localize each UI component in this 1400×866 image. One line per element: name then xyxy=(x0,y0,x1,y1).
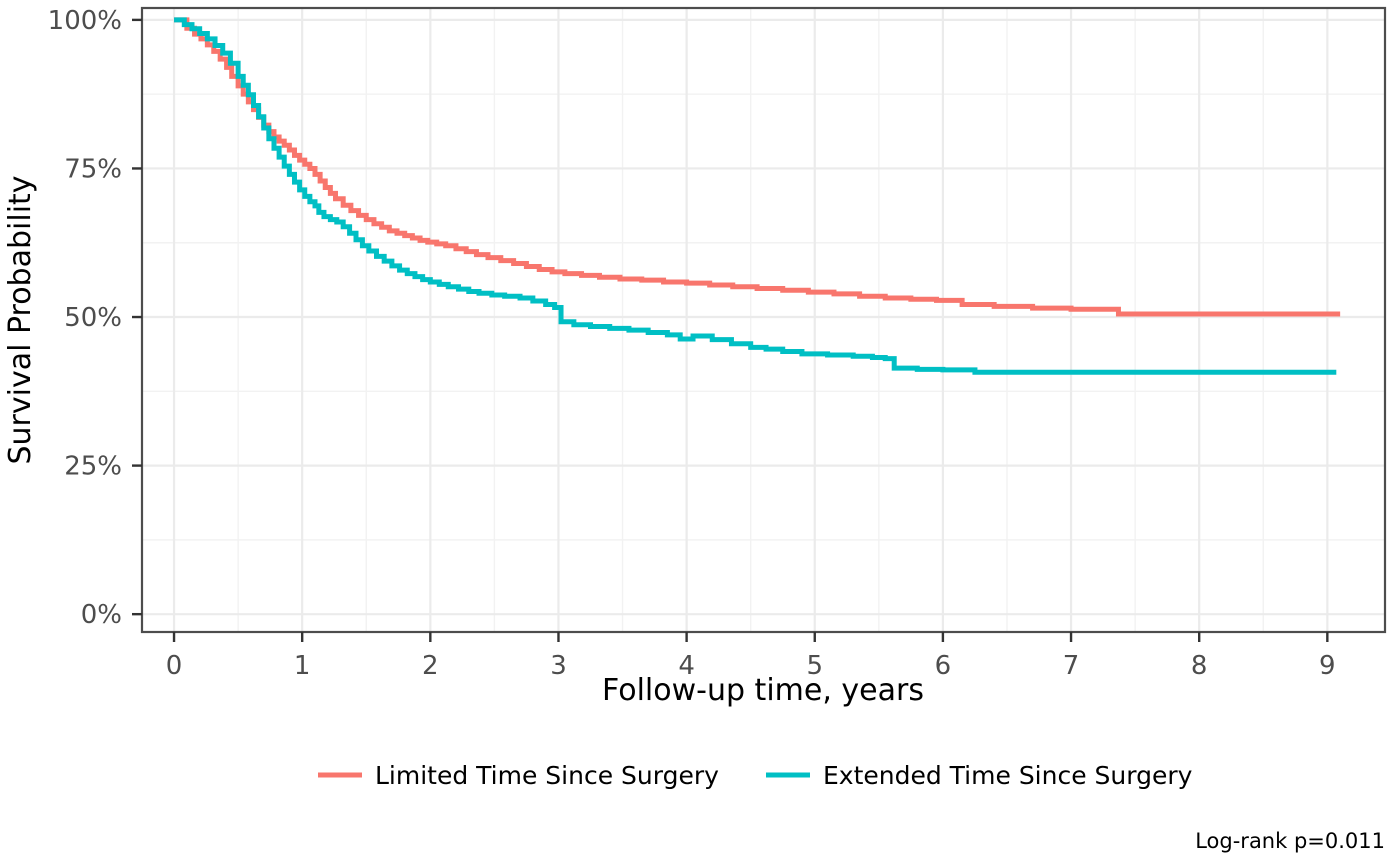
x-tick-label: 4 xyxy=(678,651,695,681)
x-tick-label: 8 xyxy=(1191,651,1208,681)
km-curve-limited xyxy=(174,17,1341,317)
x-tick-label: 6 xyxy=(935,651,952,681)
y-axis-title: Survival Probability xyxy=(3,175,38,464)
axis-tick-labels: 0 1 2 3 4 5 6 7 8 9 0% 25% 50% 75% 100% xyxy=(48,6,1336,681)
x-tick-label: 5 xyxy=(806,651,823,681)
x-tick-label: 2 xyxy=(422,651,439,681)
x-tick-label: 7 xyxy=(1063,651,1080,681)
axis-ticks xyxy=(132,18,1329,642)
plot-panel-border xyxy=(140,6,1387,634)
x-tick-label: 3 xyxy=(550,651,567,681)
x-tick-label: 9 xyxy=(1319,651,1336,681)
y-tick-label: 75% xyxy=(64,154,122,184)
km-curve-extended xyxy=(174,17,1337,375)
x-axis-title: Follow-up time, years xyxy=(602,673,924,708)
chart-legend: Limited Time Since Surgery Extended Time… xyxy=(318,761,1193,790)
y-tick-label: 50% xyxy=(64,303,122,333)
log-rank-caption: Log-rank p=0.011 xyxy=(1195,829,1385,853)
gridlines xyxy=(142,8,1385,632)
x-tick-label: 1 xyxy=(294,651,311,681)
y-tick-label: 25% xyxy=(64,452,122,482)
legend-label-extended: Extended Time Since Surgery xyxy=(823,761,1193,790)
legend-label-limited: Limited Time Since Surgery xyxy=(375,761,719,790)
plot-panel-background xyxy=(142,8,1385,632)
x-tick-label: 0 xyxy=(166,651,183,681)
y-tick-label: 100% xyxy=(48,6,122,36)
series-lines xyxy=(174,17,1341,375)
y-tick-label: 0% xyxy=(81,600,122,630)
